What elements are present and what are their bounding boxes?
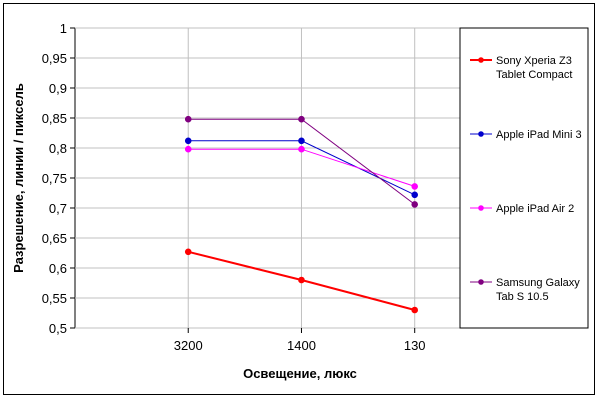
legend-swatch-marker	[478, 57, 484, 63]
legend-label: Tablet Compact	[496, 69, 572, 81]
y-tick-label: 0,5	[49, 321, 67, 336]
y-tick-label: 0,55	[42, 291, 67, 306]
x-axis-title: Освещение, люкс	[243, 366, 357, 381]
series-point	[411, 183, 419, 190]
series-point	[184, 248, 192, 256]
x-tick-label: 130	[404, 338, 426, 353]
legend-label: Tab S 10.5	[496, 291, 549, 303]
y-tick-label: 0,85	[42, 111, 67, 126]
series-point	[298, 137, 305, 145]
legend: Sony Xperia Z3 Tablet Compact Apple iPad M…	[470, 55, 582, 303]
legend-swatch-marker	[478, 279, 484, 285]
x-axis-ticks: 3200 1400 130	[174, 328, 426, 353]
y-tick-label: 0,6	[49, 261, 67, 276]
series-point	[184, 137, 192, 145]
series-group	[184, 115, 419, 314]
legend-label: Sony Xperia Z3	[496, 55, 572, 67]
y-tick-label: 0,95	[42, 51, 67, 66]
series-point	[184, 115, 192, 123]
series-point	[184, 145, 192, 153]
y-axis-title: Разрешение, линии / пиксель	[11, 83, 26, 273]
x-tick-label: 3200	[174, 338, 203, 353]
legend-label: Apple iPad Air 2	[496, 203, 574, 215]
y-tick-label: 1	[60, 21, 67, 36]
y-tick-label: 0,8	[49, 141, 67, 156]
y-tick-label: 0,75	[42, 171, 67, 186]
legend-label: Apple iPad Mini 3	[496, 129, 582, 141]
x-tick-label: 1400	[287, 338, 316, 353]
y-tick-label: 0,9	[49, 81, 67, 96]
series-point	[411, 306, 419, 314]
legend-box	[459, 27, 589, 329]
series-point	[411, 201, 419, 208]
legend-label: Samsung Galaxy	[496, 277, 580, 289]
series-point	[298, 276, 305, 284]
y-tick-label: 0,65	[42, 231, 67, 246]
legend-swatch-marker	[478, 131, 484, 137]
y-tick-label: 0,7	[49, 201, 67, 216]
series-point	[298, 145, 305, 153]
grid-lines	[75, 27, 460, 329]
series-point	[411, 191, 419, 199]
series-point	[298, 115, 305, 123]
y-axis-ticks: 0,5 0,55 0,6 0,65 0,7 0,75 0,8 0,85 0,9 0,95 1	[42, 21, 75, 336]
legend-swatch-marker	[478, 205, 484, 211]
